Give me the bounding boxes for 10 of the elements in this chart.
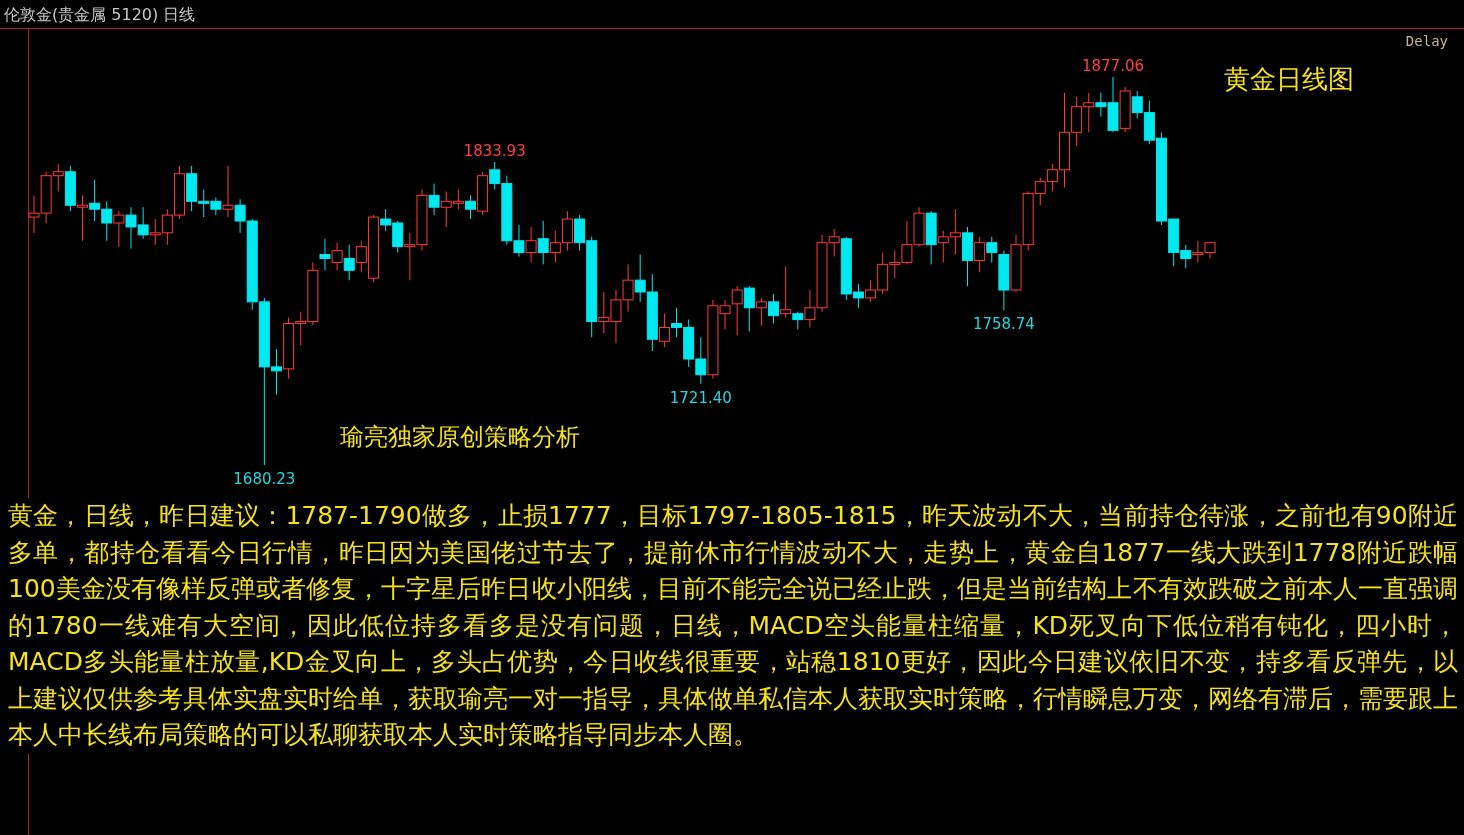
text: Delay — [1405, 33, 1448, 49]
annotation: 1758.74 — [972, 315, 1035, 334]
annotation: 瑜亮独家原创策略分析 — [340, 423, 580, 451]
annotation: 1680.23 — [233, 470, 296, 488]
annotation: 1877.06 — [1081, 57, 1145, 75]
annotation: 1721.40 — [669, 388, 732, 407]
chart-title: 伦敦金(贵金属 5120) 日线 — [4, 5, 196, 24]
annotation: 1833.93 — [463, 142, 526, 161]
text: 黄金日线图 — [1224, 64, 1354, 94]
text: 黄金，日线，昨日建议：1787-1790做多，止损1777，目标1797-1805-1815，昨天波动不大，当前持仓待涨，之前也有90附近多单，都持仓看看今日行情，昨日因为美国佬过节去了，提前休市行情波动不大，走势上，黄金自1877一线大跌到1778附近跌幅100美金没有像样反弹或者修复，十字星后昨日收小阳线，目前不能完全说已经止跌，但是当前结构上不有效跌破之前本人一直强调的1780一线难有大空间，因此低位持多看多是没有问题，日线，MACD空头能量柱缩量，KD死叉向下低位稍有钝化，四小时，MACD多头能量柱放量,KD金叉向上，多头占优势，今日收线很重要，站稳1810更好，因此今日建议依旧不变，持多看反弹先，以上建议仅供参考具体实盘实时给单，获取瑜亮一对一指导，具体做单私信本人获取实时策略，行情瞬息万变，网络有滞后，需要跟上本人中长线布局策略的可以私聊获取本人实时策略指导同步本人圈。 — [0, 498, 1458, 754]
